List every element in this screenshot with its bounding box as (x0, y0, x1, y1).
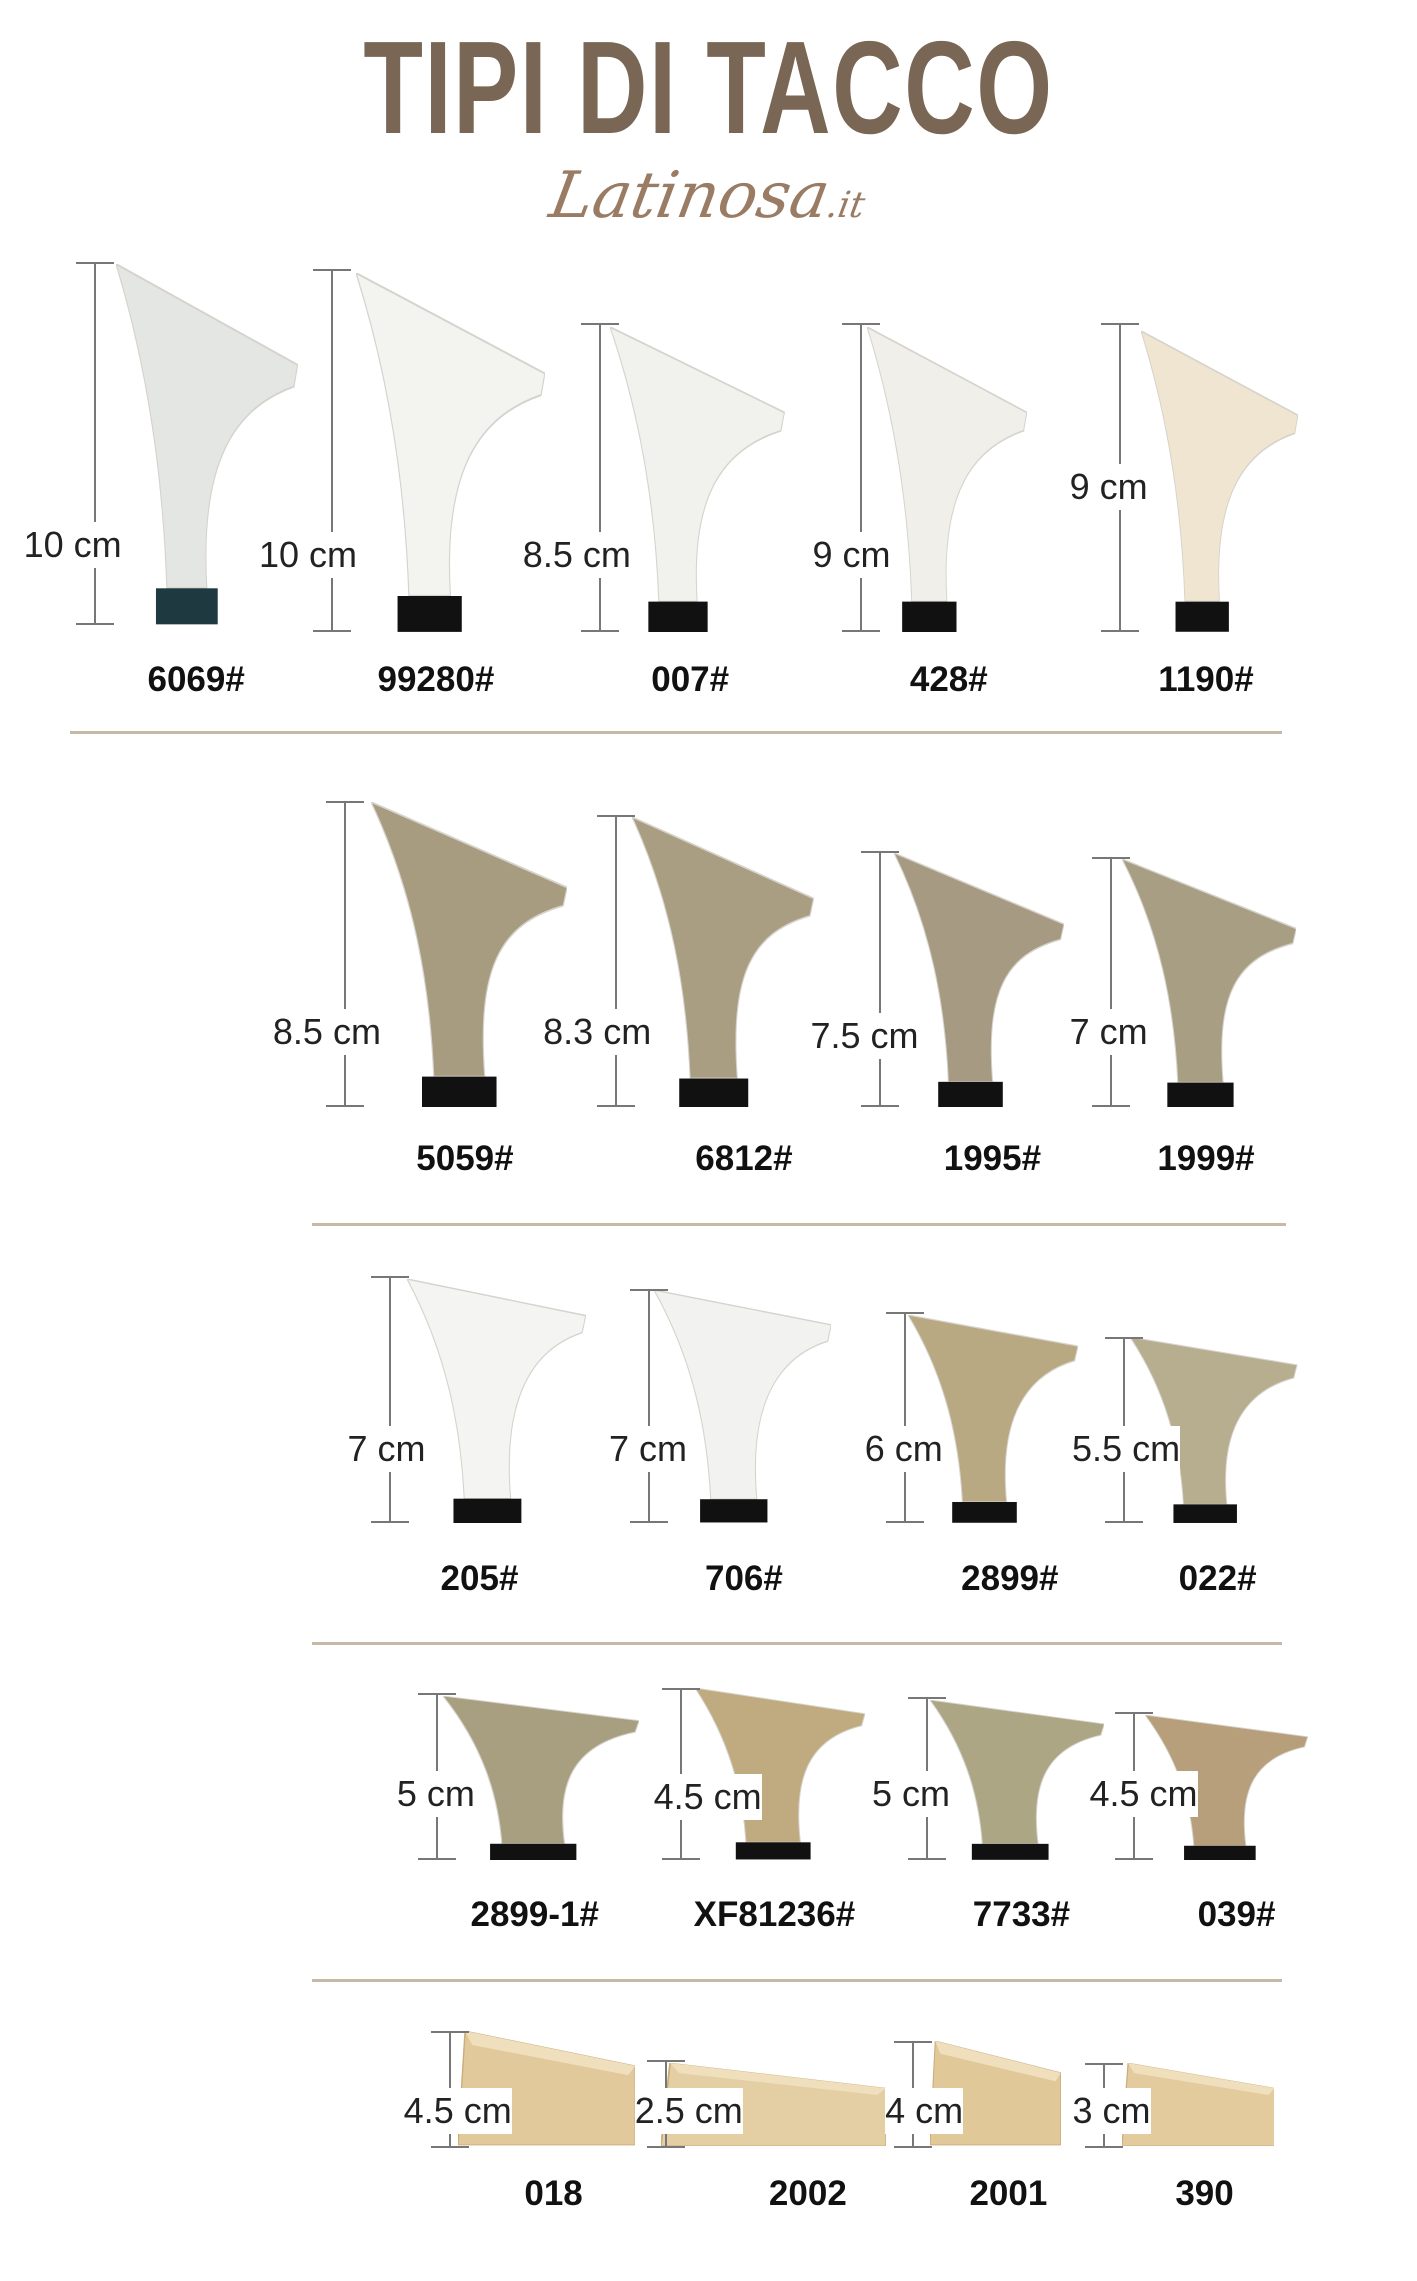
heel-height-label: 5 cm (872, 1771, 951, 1818)
heel-model-code: 205# (440, 1559, 519, 1599)
heel-image (632, 816, 814, 1108)
heel-height-label: 4 cm (885, 2088, 964, 2135)
heel-model-code: 6812# (695, 1139, 793, 1179)
heel-image (610, 326, 785, 633)
heel-height-label: 7 cm (347, 1425, 426, 1472)
height-ruler (885, 1312, 924, 1523)
heel-image (116, 264, 298, 625)
page-title: TIPI DI TACCO (363, 14, 1054, 161)
height-ruler (861, 851, 900, 1108)
height-ruler (326, 800, 365, 1108)
heel-model-code: 428# (909, 660, 988, 699)
heel-model-code: 1190# (1158, 660, 1254, 699)
heel-height-label: 10 cm (23, 521, 122, 568)
heel-height-label: 4.5 cm (403, 2088, 512, 2135)
heel-image (694, 1688, 865, 1860)
heel-model-code: 039# (1197, 1895, 1276, 1935)
brand-tld: .it (823, 185, 868, 226)
heel-model-code: 7733# (972, 1895, 1071, 1935)
heel-model-code: 2002 (768, 2174, 847, 2214)
heel-height-label: 8.5 cm (522, 532, 631, 579)
heel-model-code: 99280# (377, 660, 495, 699)
heel-model-code: XF81236# (693, 1895, 856, 1935)
height-ruler (662, 1688, 700, 1861)
heel-image (1121, 858, 1297, 1108)
heel-height-label: 4.5 cm (653, 1774, 762, 1821)
heel-height-label: 3 cm (1072, 2088, 1151, 2135)
heel-height-label: 4.5 cm (1089, 1771, 1198, 1818)
heel-height-label: 9 cm (1069, 463, 1148, 510)
heel-image (370, 802, 567, 1108)
height-ruler (630, 1288, 669, 1523)
heel-model-code: 6069# (147, 660, 245, 699)
heel-image (443, 1695, 640, 1860)
heel-height-label: 8.3 cm (543, 1008, 652, 1055)
heel-image (355, 273, 545, 633)
brand-logo: Latinosa.it (0, 159, 1417, 233)
heel-model-code: 5059# (416, 1139, 514, 1179)
heel-image (929, 1700, 1105, 1860)
heel-model-code: 2899# (961, 1559, 1059, 1599)
height-ruler (596, 815, 635, 1108)
heel-height-label: 7.5 cm (810, 1012, 919, 1059)
height-ruler (313, 268, 352, 633)
row-divider (69, 730, 1282, 734)
heel-model-code: 1995# (943, 1139, 1042, 1179)
heel-model-code: 1999# (1157, 1139, 1255, 1179)
heel-height-label: 8.5 cm (272, 1008, 381, 1055)
heel-height-label: 5 cm (396, 1771, 475, 1818)
row-divider (312, 1978, 1282, 1982)
heel-height-label: 10 cm (259, 532, 358, 579)
height-ruler (580, 322, 619, 633)
height-ruler (76, 261, 115, 626)
heel-image (653, 1290, 832, 1523)
heel-height-label: 2.5 cm (634, 2088, 743, 2135)
heel-height-label: 9 cm (812, 532, 891, 579)
heel-height-label: 6 cm (864, 1425, 943, 1472)
heel-image (1144, 1714, 1308, 1860)
heel-image (1130, 1336, 1298, 1523)
heel-image (1140, 331, 1298, 633)
heel-model-code: 2899-1# (470, 1895, 599, 1935)
heel-model-code: 022# (1178, 1559, 1257, 1599)
heel-image (867, 326, 1028, 633)
heel-model-code: 007# (651, 660, 730, 699)
heel-height-label: 5.5 cm (1072, 1425, 1181, 1472)
heel-height-label: 7 cm (1069, 1008, 1148, 1055)
height-ruler (842, 322, 881, 633)
heel-model-code: 018 (524, 2174, 583, 2214)
row-divider (312, 1641, 1282, 1645)
heel-model-code: 2001 (969, 2174, 1048, 2214)
heel-image (406, 1278, 586, 1523)
heel-height-label: 7 cm (609, 1425, 688, 1472)
brand-name: Latinosa (544, 159, 836, 233)
height-ruler (1092, 857, 1131, 1108)
row-divider (312, 1223, 1286, 1227)
heel-image (893, 852, 1064, 1108)
heel-model-code: 706# (704, 1559, 783, 1599)
heel-image (908, 1314, 1079, 1523)
heel-model-code: 390 (1175, 2174, 1234, 2214)
height-ruler (371, 1275, 410, 1523)
